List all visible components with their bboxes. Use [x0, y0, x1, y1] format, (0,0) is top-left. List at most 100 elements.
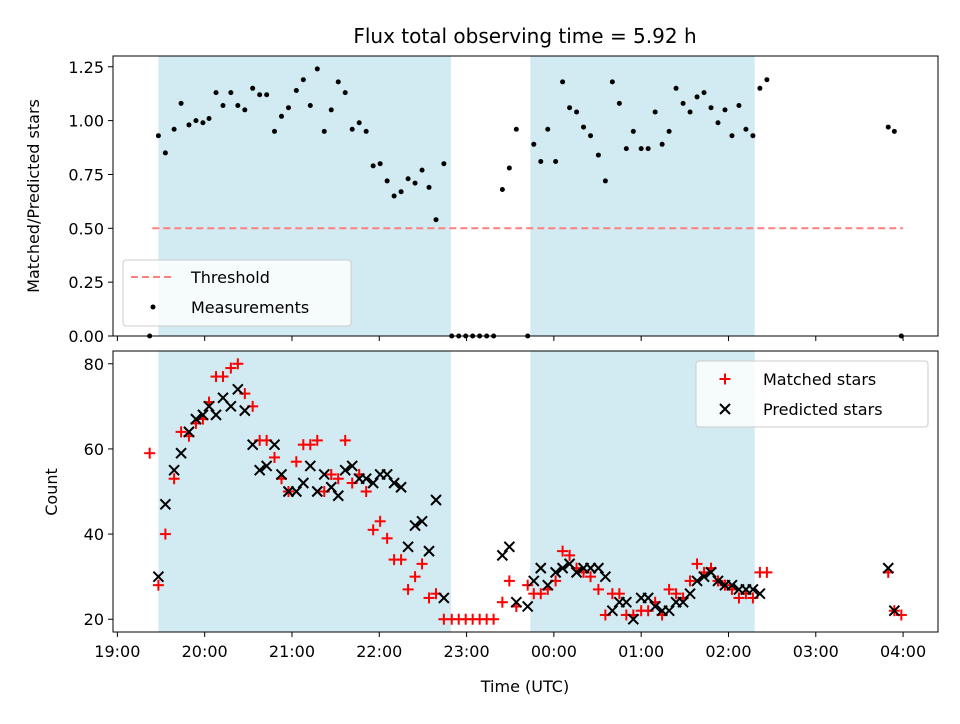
predicted-star-point [268, 438, 281, 451]
measurement-point [228, 90, 234, 96]
predicted-star-point [416, 515, 428, 528]
top-legend-box [122, 259, 352, 327]
predicted-star-point [175, 447, 187, 459]
y-tick-label: 0.25 [68, 273, 104, 292]
measurement-point [743, 126, 749, 132]
cross-b [677, 596, 689, 608]
measurement-point [342, 90, 348, 96]
predicted-star-point [521, 600, 534, 613]
x-tick-label: 03:00 [793, 642, 839, 661]
predicted-star-point [649, 600, 661, 613]
cross-b [197, 409, 209, 421]
predicted-star-point [747, 583, 759, 596]
cross-b [225, 400, 237, 413]
top-x-axis [116, 336, 904, 341]
matched-star-point [144, 447, 156, 459]
predicted-star-point [535, 562, 547, 574]
cross-b [203, 400, 215, 413]
x-tick-label: 04:00 [880, 642, 926, 661]
predicted-star-point [438, 592, 450, 604]
measurement-point [178, 100, 184, 106]
measurement-point [708, 105, 714, 111]
cross-b [726, 579, 738, 591]
cross-b [152, 570, 165, 583]
measurement-point [891, 128, 897, 134]
matched-star-point [304, 439, 316, 451]
matched-star-point [423, 592, 435, 604]
measurement-point [314, 66, 320, 72]
matched-star-point [159, 528, 171, 540]
measurement-point [186, 122, 192, 128]
y-tick-label: 0.00 [68, 327, 104, 346]
predicted-star-point [549, 566, 562, 579]
x-tick-label: 01:00 [618, 642, 664, 661]
predicted-star-point [360, 473, 372, 485]
cross-b [246, 438, 259, 451]
measurement-point [419, 167, 425, 173]
matched-star-point [613, 588, 625, 600]
legend-matched-label: Matched stars [763, 370, 876, 389]
cross-b [627, 613, 640, 625]
predicted-star-point [395, 481, 407, 493]
measurement-point [602, 178, 608, 184]
measurement-point [652, 109, 658, 115]
matched-star-point [496, 596, 508, 608]
measurement-point [171, 126, 177, 132]
cross-b [888, 605, 901, 617]
predicted-star-point [325, 481, 337, 493]
matched-star-point [663, 583, 675, 595]
measurement-point [257, 92, 263, 98]
cross-b [438, 592, 450, 604]
measurement-point [680, 100, 686, 106]
cross-b [503, 541, 516, 553]
cross-b [663, 605, 675, 617]
cross-b [642, 592, 654, 604]
predicted-star-point [402, 541, 414, 553]
cross-b [528, 575, 540, 587]
predicted-star-point [592, 562, 605, 574]
predicted-star-point [232, 383, 244, 396]
predicted-star-point [225, 400, 237, 413]
measurement-point [264, 92, 270, 98]
predicted-stars-points [152, 383, 901, 625]
bottom-legend: Matched stars Predicted stars [695, 360, 929, 428]
y-tick-label: 1.00 [68, 112, 104, 131]
cross-b [217, 392, 229, 404]
matched-star-point [374, 515, 386, 527]
measurement-point [623, 146, 629, 152]
cross-b [381, 468, 393, 481]
predicted-star-point [190, 413, 202, 425]
matched-star-point [585, 571, 597, 583]
predicted-star-point [496, 549, 509, 562]
measurement-point [595, 152, 601, 158]
cross-b [712, 575, 724, 587]
measurement-point [213, 90, 219, 96]
predicted-star-point [754, 587, 766, 600]
measurement-point [398, 189, 404, 195]
predicted-star-point [570, 566, 583, 579]
measurement-point [715, 120, 721, 126]
bottom-x-axis: 19:00 20:00 21:00 22:00 23:00 00:00 01:00 02:00… [94, 632, 926, 661]
predicted-star-point [409, 519, 421, 532]
matched-star-point [311, 434, 323, 446]
bottom-y-axis-label: Count [42, 468, 61, 516]
cross-b [239, 404, 251, 417]
matched-star-point [535, 588, 547, 600]
predicted-star-point [888, 605, 901, 617]
measurement-point [666, 128, 672, 134]
predicted-star-point [606, 605, 619, 617]
measurement-point [377, 161, 383, 167]
measurement-point [687, 109, 693, 115]
legend-matched-swatch [719, 373, 731, 385]
measurement-point [328, 107, 334, 113]
measurement-point [391, 193, 397, 199]
measurement-point [630, 128, 636, 134]
predicted-star-point [304, 460, 317, 472]
matched-star-point [225, 362, 237, 374]
x-tick-label: 23:00 [444, 642, 490, 661]
cross-b [882, 562, 894, 574]
measurement-point [574, 109, 580, 115]
cross-b [395, 481, 407, 493]
cross-b [325, 481, 337, 493]
measurement-point [250, 85, 256, 91]
